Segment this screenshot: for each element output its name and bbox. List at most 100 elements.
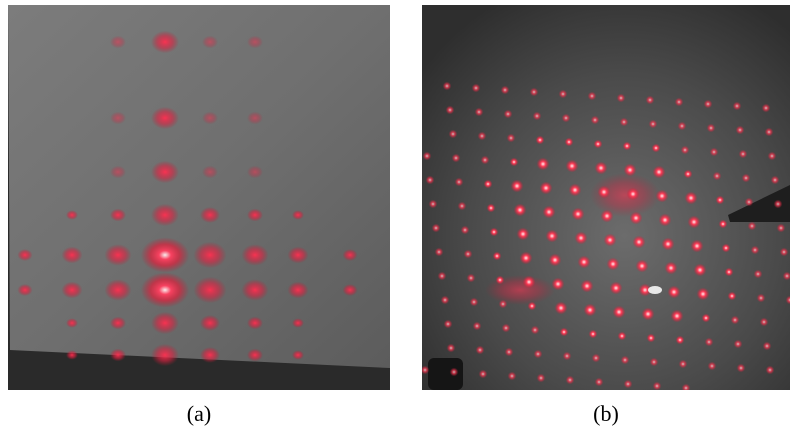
lattice-spot — [516, 227, 530, 241]
lattice-spot — [583, 303, 597, 317]
lattice-spot — [460, 225, 470, 235]
diffraction-spot — [292, 210, 304, 220]
photo-a — [8, 5, 390, 390]
lattice-spot — [756, 293, 766, 303]
lattice-spot — [506, 133, 516, 143]
lattice-spot — [641, 307, 655, 321]
lattice-spot — [565, 159, 579, 173]
lattice-spot — [597, 185, 611, 199]
lattice-spot — [609, 281, 623, 295]
lattice-spot — [469, 297, 479, 307]
lattice-spot — [664, 261, 678, 275]
lattice-spot — [551, 277, 565, 291]
diffraction-spot — [61, 246, 83, 264]
lattice-spot — [431, 223, 441, 233]
diffraction-spot — [66, 350, 78, 360]
lattice-spot — [776, 223, 786, 233]
dark-object — [728, 185, 790, 222]
lattice-spot — [495, 275, 505, 285]
lattice-spot — [422, 151, 432, 161]
speckle — [485, 275, 555, 305]
lattice-spot — [732, 101, 742, 111]
lattice-spot — [527, 301, 537, 311]
lattice-spot — [626, 187, 640, 201]
lattice-spot — [724, 267, 734, 277]
diffraction-spot — [104, 244, 132, 266]
diffraction-spot — [66, 210, 78, 220]
diffraction-spot — [151, 343, 179, 367]
diffraction-spot — [342, 249, 358, 261]
lattice-spot — [442, 81, 452, 91]
diffraction-spot — [110, 348, 126, 362]
diffraction-spot — [241, 244, 269, 266]
lattice-spot — [558, 89, 568, 99]
lattice-spot — [645, 95, 655, 105]
lattice-spot — [622, 141, 632, 151]
lattice-spot — [712, 171, 722, 181]
lattice-spot — [718, 219, 728, 229]
lattice-spot — [632, 235, 646, 249]
lattice-spot — [480, 155, 490, 165]
lattice-spot — [747, 221, 757, 231]
diffraction-spot — [61, 281, 83, 299]
lattice-spot — [475, 345, 485, 355]
lattice-spot — [762, 341, 772, 351]
lattice-spot — [693, 263, 707, 277]
lattice-spot — [489, 227, 499, 237]
lattice-spot — [594, 377, 604, 387]
diffraction-spot — [17, 249, 33, 261]
lattice-spot — [620, 355, 630, 365]
lattice-spot — [606, 257, 620, 271]
lattice-spot — [501, 323, 511, 333]
lattice-spot — [674, 97, 684, 107]
lattice-spot — [767, 151, 777, 161]
lattice-spot — [785, 295, 790, 305]
lattice-spot — [687, 215, 701, 229]
diffraction-spot — [110, 111, 126, 125]
diffraction-spot — [202, 35, 218, 49]
lattice-spot — [655, 189, 669, 203]
diffraction-spot — [342, 284, 358, 296]
lattice-spot — [683, 169, 693, 179]
lattice-spot — [638, 283, 652, 297]
lattice-spot — [703, 99, 713, 109]
lattice-spot — [529, 87, 539, 97]
lattice-spot — [738, 149, 748, 159]
lattice-spot — [617, 331, 627, 341]
diffraction-spot — [247, 165, 263, 179]
diffraction-spot — [247, 316, 263, 330]
lattice-spot — [498, 299, 508, 309]
lattice-spot — [466, 273, 476, 283]
diffraction-spot — [202, 165, 218, 179]
lattice-spot — [765, 365, 775, 375]
lattice-spot — [612, 305, 626, 319]
diffraction-spot — [247, 208, 263, 222]
lattice-spot — [616, 93, 626, 103]
lattice-spot — [680, 145, 690, 155]
lattice-spot — [486, 203, 496, 213]
lattice-spot — [721, 243, 731, 253]
lattice-spot — [658, 213, 672, 227]
caption-a: (a) — [187, 401, 211, 426]
diffraction-spot — [247, 348, 263, 362]
lattice-spot — [646, 333, 656, 343]
lattice-spot — [536, 157, 550, 171]
lattice-spot — [434, 247, 444, 257]
diffraction-spot — [200, 315, 220, 331]
lattice-spot — [652, 165, 666, 179]
lattice-spot — [675, 335, 685, 345]
lattice-spot — [735, 125, 745, 135]
speckle — [590, 173, 660, 217]
lattice-spot — [706, 123, 716, 133]
lattice-spot — [451, 153, 461, 163]
lattice-spot — [530, 325, 540, 335]
lattice-spot — [533, 349, 543, 359]
diffraction-spot — [247, 111, 263, 125]
lattice-spot — [730, 315, 740, 325]
lattice-spot — [568, 183, 582, 197]
lattice-spot — [761, 103, 771, 113]
lattice-spot — [623, 163, 637, 177]
reflection — [648, 286, 662, 294]
